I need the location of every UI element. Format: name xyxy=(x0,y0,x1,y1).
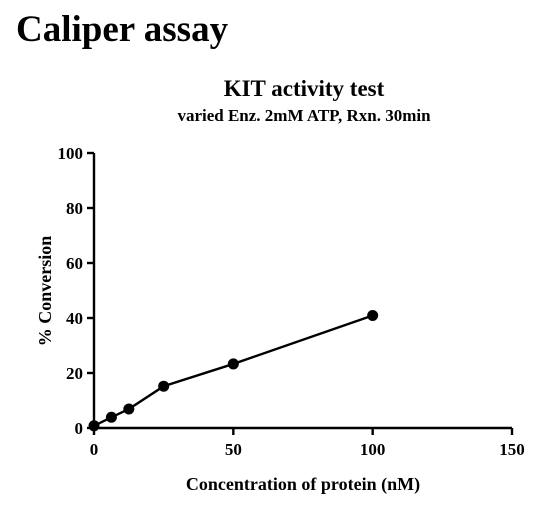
y-axis: 0 20 40 60 80 100 xyxy=(58,144,96,438)
series-line xyxy=(93,314,374,427)
data-point xyxy=(123,403,135,415)
data-point xyxy=(158,380,170,392)
y-tick-label: 40 xyxy=(66,309,83,328)
data-point xyxy=(367,310,379,322)
data-point xyxy=(105,411,117,423)
y-tick-label: 100 xyxy=(58,144,84,163)
x-tick-label: 50 xyxy=(225,440,242,459)
data-series xyxy=(88,310,379,432)
data-point xyxy=(88,420,100,432)
y-tick-label: 0 xyxy=(75,419,84,438)
page-heading: Caliper assay xyxy=(16,9,229,50)
x-axis-label: Concentration of protein (nM) xyxy=(186,474,420,495)
chart-title: KIT activity test xyxy=(224,76,385,101)
x-axis: 0 50 100 150 xyxy=(90,426,525,459)
x-tick-label: 0 xyxy=(90,440,99,459)
x-tick-label: 100 xyxy=(360,440,386,459)
data-point xyxy=(227,358,239,370)
y-tick-label: 20 xyxy=(66,364,83,383)
chart-subtitle: varied Enz. 2mM ATP, Rxn. 30min xyxy=(177,106,431,125)
x-tick-label: 150 xyxy=(499,440,525,459)
y-axis-label: % Conversion xyxy=(35,236,55,347)
y-tick-label: 60 xyxy=(66,254,83,273)
y-tick-label: 80 xyxy=(66,199,83,218)
